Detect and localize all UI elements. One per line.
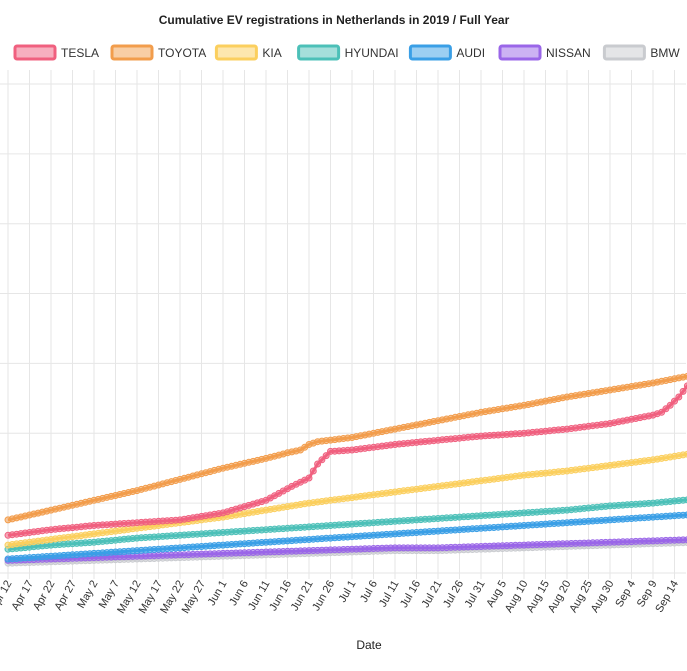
legend-item-hyundai[interactable]: HYUNDAI <box>297 44 399 61</box>
data-point-toyota[interactable] <box>683 372 687 380</box>
series-nissan <box>4 536 687 564</box>
data-point-tesla[interactable] <box>322 452 330 460</box>
x-tick-label: Jun 26 <box>310 579 337 614</box>
series-layer <box>4 372 687 567</box>
legend-swatch <box>408 44 452 61</box>
legend-label: HYUNDAI <box>345 46 399 60</box>
legend-label: KIA <box>262 46 281 60</box>
grid <box>0 70 686 579</box>
series-toyota <box>4 372 687 524</box>
legend-item-kia[interactable]: KIA <box>214 44 282 61</box>
legend-swatch <box>214 44 258 61</box>
data-point-tesla[interactable] <box>679 387 687 395</box>
x-axis-label: Date <box>356 638 382 652</box>
data-point-tesla[interactable] <box>683 382 687 390</box>
legend-item-tesla[interactable]: TESLA <box>13 44 99 61</box>
x-tick-label: Jun 1 <box>206 579 230 608</box>
x-tick-label: Apr 27 <box>52 579 79 613</box>
legend-item-toyota[interactable]: TOYOTA <box>110 44 206 61</box>
x-tick-label: May 2 <box>75 579 100 611</box>
data-point-kia[interactable] <box>683 450 687 458</box>
legend-label: AUDI <box>456 46 485 60</box>
legend: TESLA TOYOTA KIA HYUNDAI AUDI NISSAN BMW <box>13 44 680 61</box>
legend-swatch <box>13 44 57 61</box>
x-tick-label: Jul 16 <box>398 579 423 610</box>
series-audi <box>4 511 687 563</box>
legend-label: NISSAN <box>546 46 591 60</box>
data-point-tesla[interactable] <box>666 401 674 409</box>
x-tick-label: Jul 1 <box>337 579 359 605</box>
x-tick-label: Jul 31 <box>463 579 488 610</box>
legend-swatch <box>498 44 542 61</box>
series-tesla <box>4 382 687 539</box>
legend-label: TESLA <box>61 46 99 60</box>
legend-swatch <box>110 44 154 61</box>
data-point-tesla[interactable] <box>309 467 317 475</box>
data-point-tesla[interactable] <box>671 397 678 405</box>
x-tick-label: Sep 4 <box>613 579 638 610</box>
legend-label: TOYOTA <box>158 46 206 60</box>
chart-title: Cumulative EV registrations in Netherlan… <box>159 13 510 27</box>
legend-item-bmw[interactable]: BMW <box>602 44 680 61</box>
data-point-nissan[interactable] <box>683 536 687 544</box>
legend-item-audi[interactable]: AUDI <box>408 44 485 61</box>
x-tick-label: Jul 6 <box>358 579 380 605</box>
data-point-audi[interactable] <box>683 511 687 519</box>
data-point-tesla[interactable] <box>675 393 683 401</box>
x-tick-label: Jul 26 <box>441 579 466 610</box>
legend-swatch <box>602 44 646 61</box>
data-point-tesla[interactable] <box>318 456 326 464</box>
x-tick-label: Jul 21 <box>420 579 445 610</box>
legend-swatch <box>297 44 341 61</box>
data-point-tesla[interactable] <box>305 474 313 482</box>
series-hyundai <box>4 496 687 553</box>
data-point-tesla[interactable] <box>314 460 322 468</box>
legend-item-nissan[interactable]: NISSAN <box>498 44 591 61</box>
data-point-hyundai[interactable] <box>683 496 687 504</box>
legend-label: BMW <box>650 46 680 60</box>
